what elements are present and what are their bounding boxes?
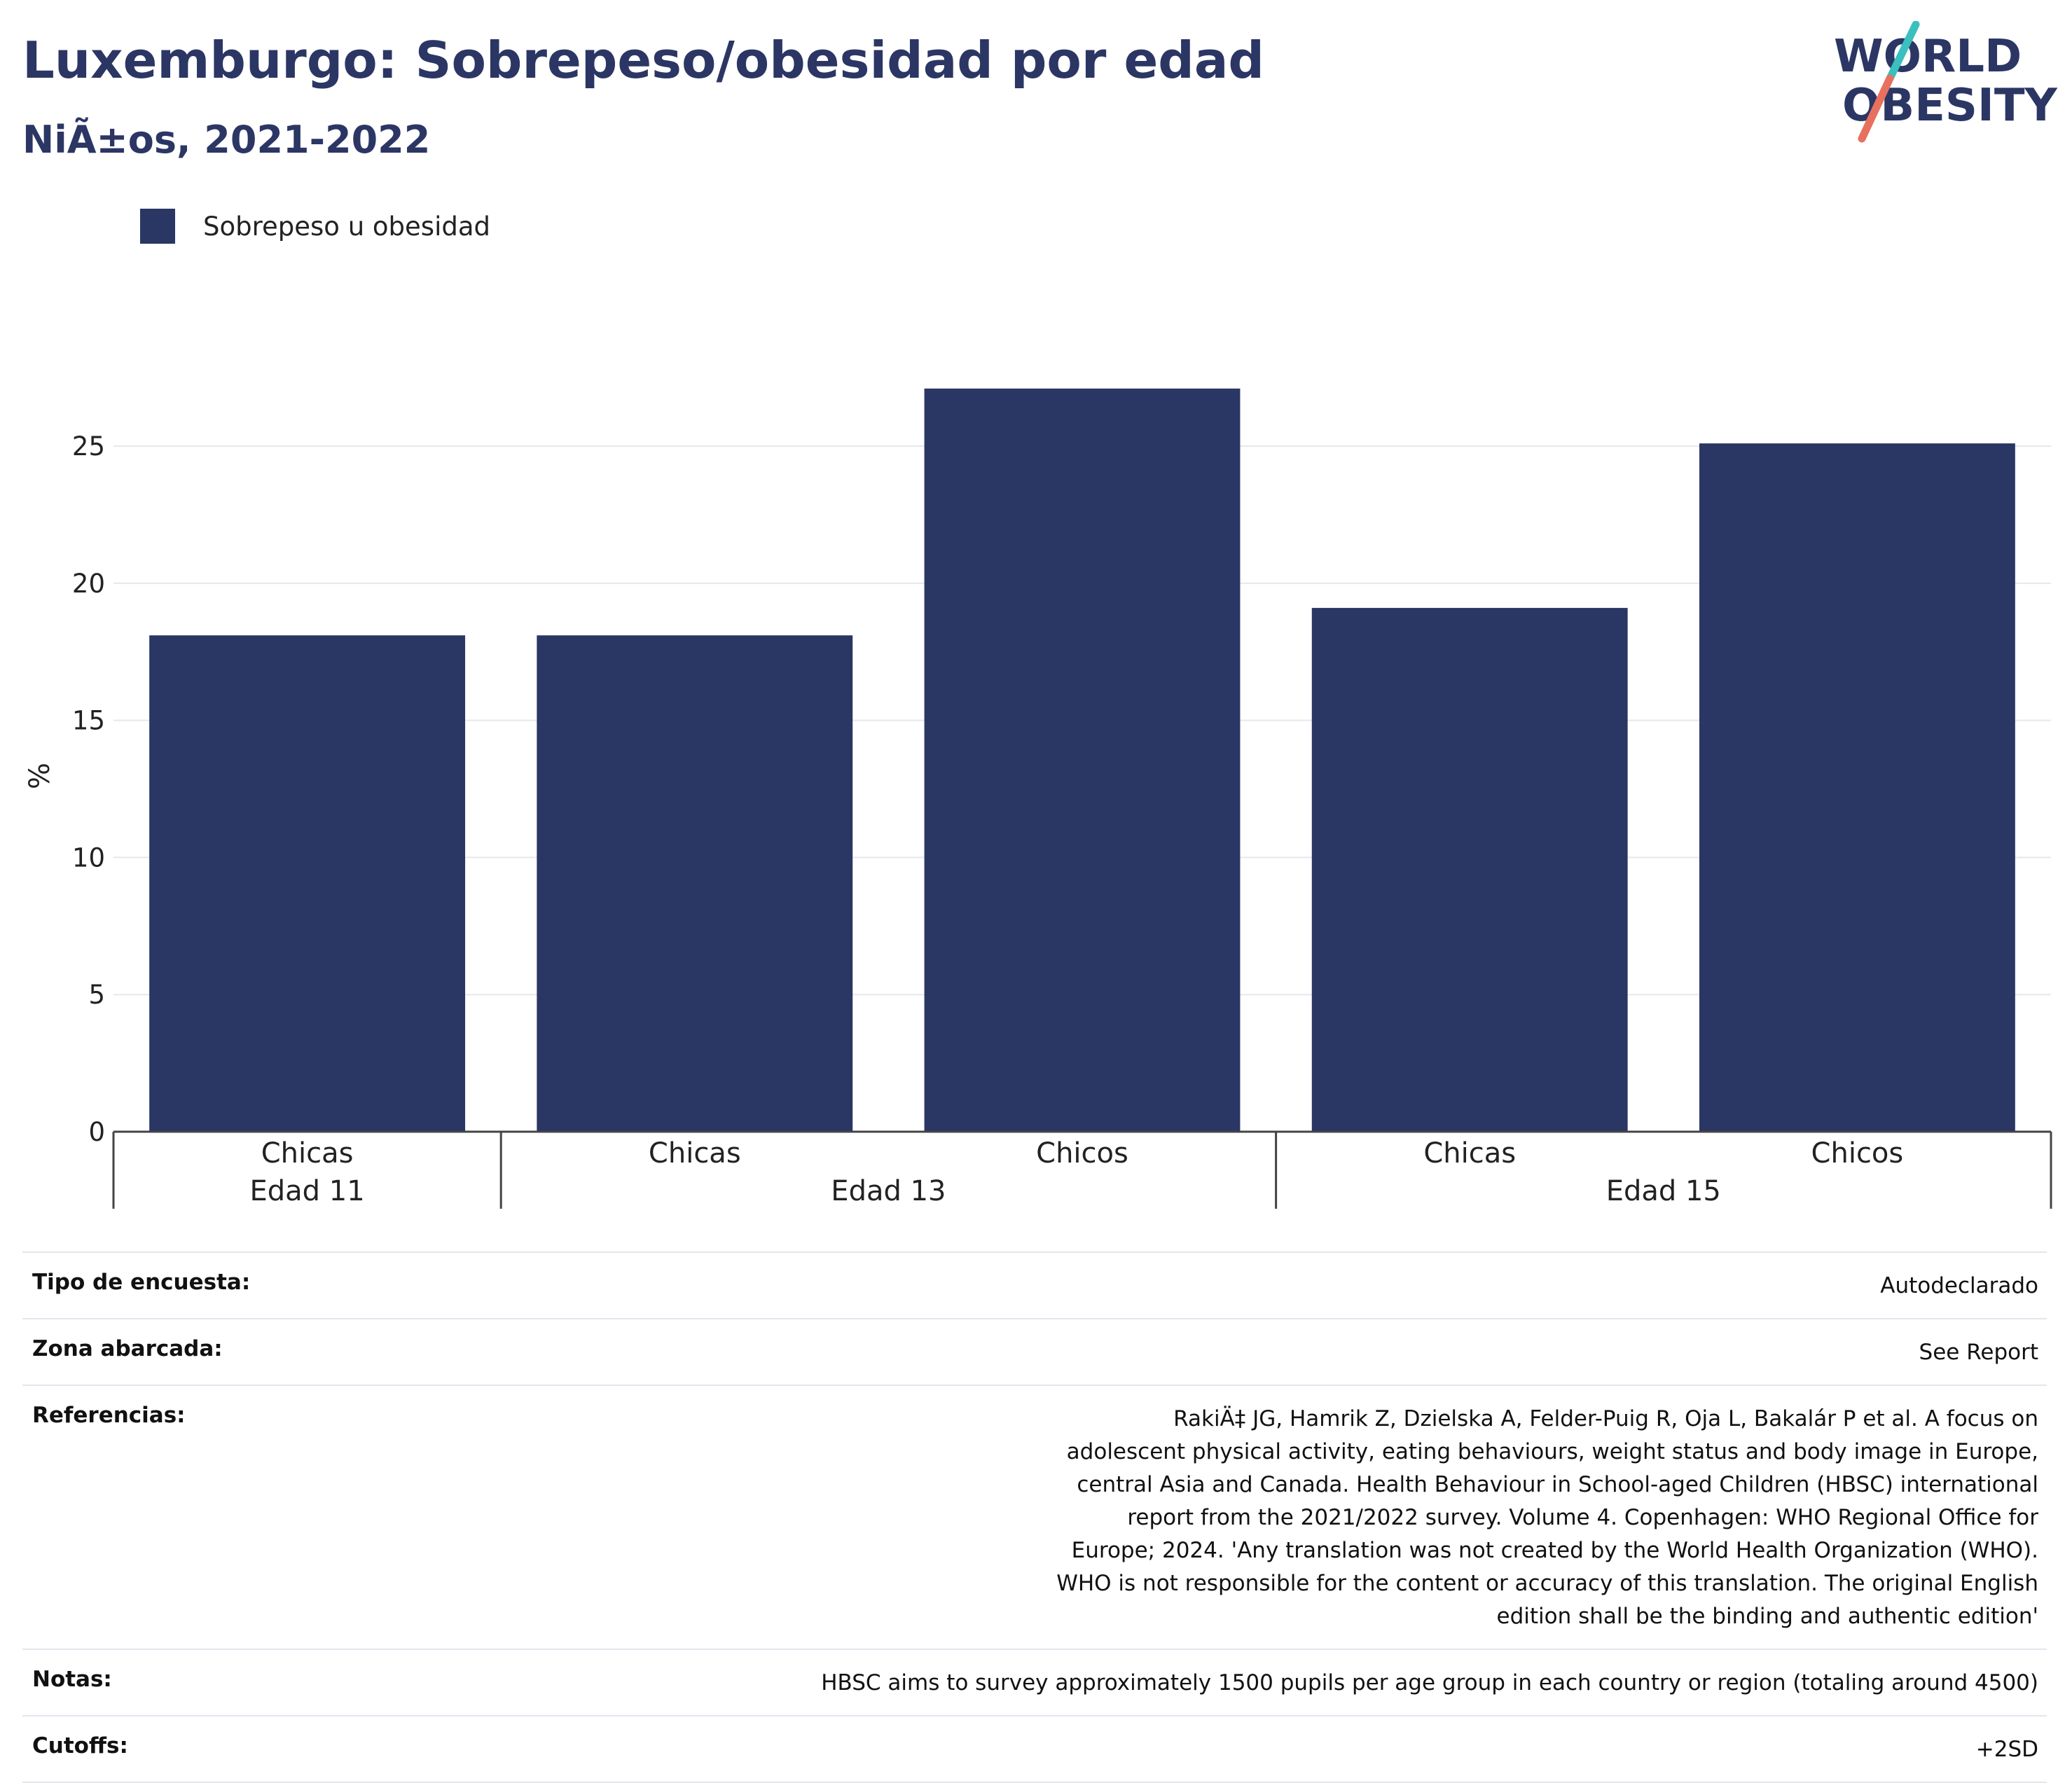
info-table: Tipo de encuesta: Autodeclarado Zona aba…: [22, 1251, 2047, 1783]
info-row-notes: Notas: HBSC aims to survey approximately…: [22, 1649, 2047, 1716]
info-value: RakiÄ‡ JG, Hamrik Z, Dzielska A, Felder-…: [1056, 1406, 2038, 1629]
legend-label: Sobrepeso u obesidad: [203, 211, 490, 242]
world-obesity-logo: WORLD OBESITY: [1834, 21, 2057, 143]
logo-slash-teal: [1886, 21, 1920, 83]
bar: [1699, 443, 2015, 1132]
info-key: Zona abarcada:: [32, 1336, 223, 1361]
info-row-references: Referencias: RakiÄ‡ JG, Hamrik Z, Dziels…: [22, 1385, 2047, 1649]
y-tick-label: 20: [72, 569, 105, 599]
logo-line1: WORLD: [1834, 31, 2022, 83]
y-axis-label: %: [24, 763, 56, 789]
info-value: +2SD: [1975, 1737, 2038, 1762]
legend-swatch: [140, 209, 175, 244]
info-key: Tipo de encuesta:: [32, 1270, 251, 1295]
info-row-cutoffs: Cutoffs: +2SD: [22, 1716, 2047, 1782]
info-row-survey-type: Tipo de encuesta: Autodeclarado: [22, 1252, 2047, 1319]
bar: [924, 388, 1241, 1132]
info-key: Notas:: [32, 1667, 112, 1692]
y-tick-label: 0: [88, 1117, 105, 1147]
info-row-area: Zona abarcada: See Report: [22, 1319, 2047, 1385]
x-tick-label: Chicas: [261, 1137, 354, 1170]
chart-subtitle: NiÃ±os, 2021-2022: [22, 118, 431, 162]
logo-slash-coral: [1858, 74, 1894, 143]
chart-title: Luxemburgo: Sobrepeso/obesidad por edad: [22, 31, 1264, 90]
x-tick-label: Chicas: [1423, 1137, 1516, 1170]
x-group-label: Edad 11: [250, 1175, 365, 1207]
info-value: Autodeclarado: [1880, 1273, 2038, 1298]
x-tick-label: Chicos: [1811, 1137, 1904, 1170]
x-group-label: Edad 13: [831, 1175, 946, 1207]
info-value: See Report: [1919, 1340, 2038, 1365]
chart-legend: Sobrepeso u obesidad: [140, 209, 490, 244]
info-key: Referencias:: [32, 1403, 186, 1428]
y-tick-label: 10: [72, 842, 105, 873]
bar-chart: 0 5 10 15 20 25% Chicas Chicas Chicos Chicas Chico…: [24, 388, 2052, 1209]
info-key: Cutoffs:: [32, 1733, 128, 1758]
bar: [537, 635, 853, 1132]
y-tick-label: 25: [72, 431, 105, 462]
y-tick-label: 15: [72, 706, 105, 736]
info-value: HBSC aims to survey approximately 1500 p…: [821, 1670, 2038, 1695]
x-group-label: Edad 15: [1606, 1175, 1721, 1207]
x-tick-label: Chicos: [1036, 1137, 1128, 1170]
y-tick-label: 5: [88, 980, 105, 1010]
bar: [149, 635, 466, 1132]
x-tick-label: Chicas: [649, 1137, 741, 1170]
bar: [1311, 608, 1628, 1132]
